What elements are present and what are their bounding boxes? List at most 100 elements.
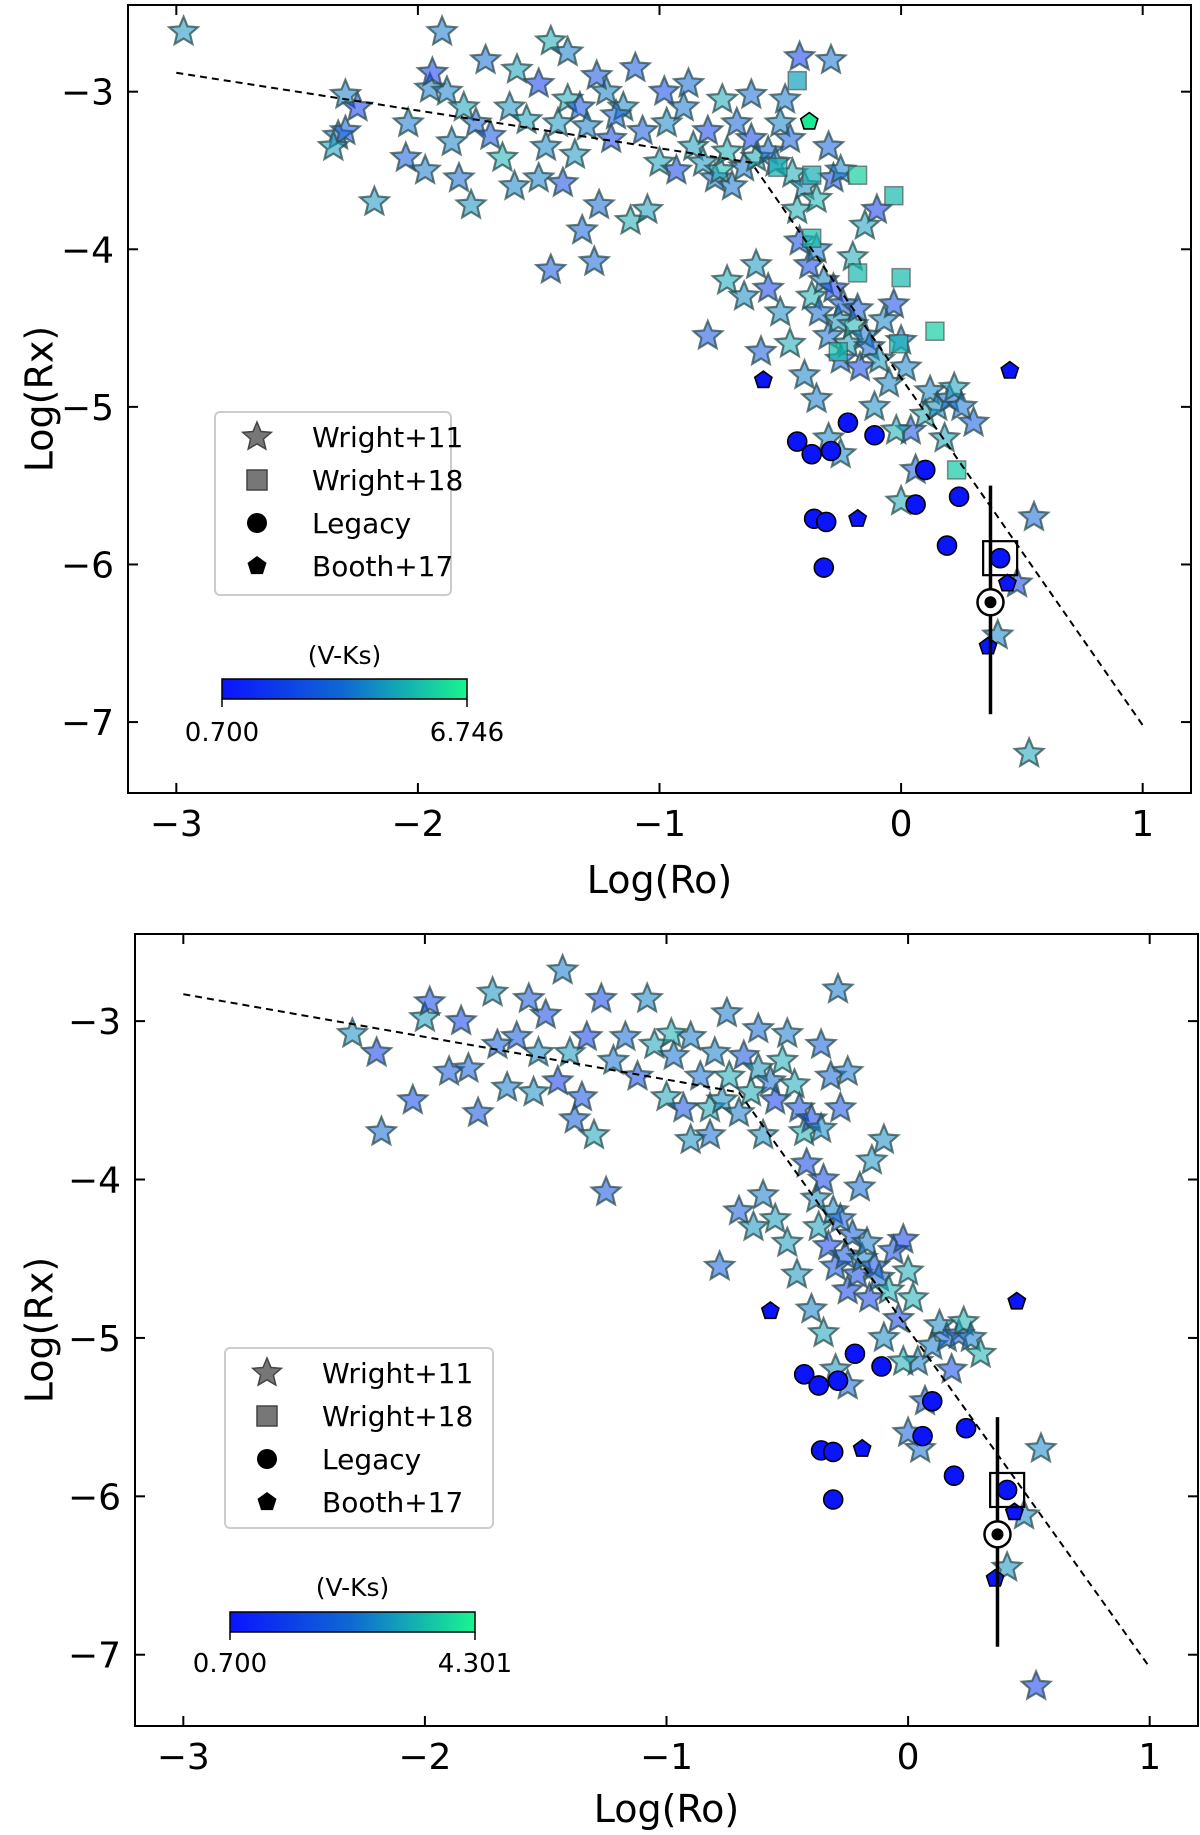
x-tick-label: −2 bbox=[398, 1737, 451, 1778]
wright11-star-point bbox=[364, 1114, 399, 1147]
booth17-pentagon-point bbox=[978, 636, 998, 655]
legacy-circle-point bbox=[905, 494, 926, 515]
legacy-circle-point bbox=[989, 547, 1011, 569]
top-panel-colorbar: (V-Ks) 0.700 6.746 bbox=[185, 641, 504, 748]
wright11-star-point bbox=[770, 1225, 805, 1258]
wright11-star-point bbox=[814, 42, 849, 75]
legacy-circle-point bbox=[955, 1417, 977, 1439]
legacy-circle-point bbox=[844, 1343, 866, 1365]
wright11-star-point bbox=[799, 381, 834, 414]
wright11-star-point bbox=[857, 389, 892, 422]
legend-star-icon bbox=[250, 1356, 284, 1387]
legacy-circle-point bbox=[996, 1479, 1018, 1501]
wright11-star-point bbox=[777, 1066, 812, 1099]
legacy-circle-point bbox=[786, 431, 808, 452]
legacy-circle-point bbox=[837, 412, 859, 433]
wright11-star-point bbox=[598, 97, 634, 130]
wright18-square-point bbox=[768, 157, 788, 178]
wright11-star-point bbox=[541, 105, 575, 138]
wright11-star-point bbox=[712, 1058, 747, 1092]
y-tick-label: −5 bbox=[61, 388, 114, 429]
wright11-star-point bbox=[721, 1193, 756, 1226]
wright11-star-point bbox=[854, 1142, 889, 1175]
wright18-square-point bbox=[891, 267, 911, 288]
legacy-circle-point bbox=[914, 459, 936, 481]
legend-circle-icon bbox=[257, 1449, 277, 1469]
wright11-star-point bbox=[823, 1090, 858, 1123]
wright11-star-point bbox=[429, 73, 464, 107]
x-tick-label: −2 bbox=[391, 804, 444, 845]
colorbar-min-label: 0.700 bbox=[193, 1649, 267, 1679]
wright11-star-point bbox=[765, 1042, 800, 1076]
top-panel: −3 −2 −1 0 1 −3 −4 −5 −6 −7 Log(Ro) Log(Rx) Wrigh… bbox=[18, 4, 1192, 902]
wright11-star-point bbox=[666, 89, 701, 122]
legacy-circle-point bbox=[936, 535, 958, 556]
legacy-circle-point bbox=[864, 424, 885, 446]
colorbar-min-label: 0.700 bbox=[185, 718, 259, 748]
legend-entry-label: Legacy bbox=[322, 1443, 421, 1476]
wright11-star-point bbox=[830, 1272, 865, 1305]
wright11-star-point bbox=[577, 244, 612, 277]
wright11-star-point bbox=[852, 1280, 887, 1313]
wright11-star-point bbox=[659, 152, 694, 185]
legend-box bbox=[214, 411, 452, 596]
wright11-star-point bbox=[927, 420, 962, 453]
wright11-star-point bbox=[388, 140, 423, 173]
wright11-star-point bbox=[821, 971, 856, 1004]
x-tick-label: −1 bbox=[633, 804, 686, 845]
wright11-star-point bbox=[743, 333, 778, 367]
wright11-star-point bbox=[511, 981, 546, 1014]
legacy-circle-point bbox=[801, 443, 823, 465]
wright11-star-point bbox=[1012, 735, 1047, 769]
legacy-circle-point bbox=[822, 1489, 844, 1510]
wright11-star-point bbox=[944, 389, 979, 422]
wright11-star-point bbox=[521, 160, 556, 193]
wright18-square-point bbox=[801, 228, 822, 248]
x-tick-label: −3 bbox=[150, 804, 203, 845]
wright11-star-point bbox=[876, 286, 911, 319]
wright11-star-point bbox=[763, 294, 798, 327]
wright11-star-point bbox=[828, 1237, 863, 1271]
wright18-square-point bbox=[847, 263, 868, 283]
wright11-star-point bbox=[391, 105, 426, 138]
wright11-star-point bbox=[751, 270, 786, 304]
wright11-star-point bbox=[843, 349, 878, 382]
wright11-star-point bbox=[697, 1034, 732, 1068]
wright11-star-point bbox=[721, 1095, 756, 1128]
wright11-star-point bbox=[557, 136, 592, 170]
wright11-star-point bbox=[705, 1082, 740, 1115]
x-tick-label: 0 bbox=[890, 804, 913, 845]
wright11-star-point bbox=[335, 1015, 370, 1049]
wright11-star-point bbox=[630, 981, 665, 1014]
wright11-star-point bbox=[794, 1291, 829, 1324]
wright11-star-point bbox=[891, 1253, 926, 1286]
wright11-star-point bbox=[789, 1145, 824, 1179]
booth17-pentagon-point bbox=[753, 370, 773, 389]
wright11-star-point bbox=[550, 34, 585, 67]
wright11-star-point bbox=[412, 984, 447, 1017]
y-tick-label: −3 bbox=[68, 1002, 121, 1043]
legend-pentagon-icon bbox=[257, 1492, 277, 1511]
wright18-square-point bbox=[888, 334, 909, 354]
bottom-panel-y-axis-label: Log(Rx) bbox=[18, 1257, 62, 1403]
wright11-star-point bbox=[886, 1343, 921, 1377]
wright11-star-point bbox=[473, 117, 508, 151]
wright11-star-point bbox=[866, 1320, 901, 1353]
booth17-pentagon-point bbox=[1007, 1291, 1027, 1310]
legacy-circle-point bbox=[827, 1370, 849, 1391]
wright11-star-point bbox=[739, 247, 774, 280]
legacy-circle-point bbox=[948, 486, 970, 508]
wright11-star-point bbox=[630, 192, 665, 225]
wright11-star-point bbox=[734, 76, 769, 110]
wright11-star-point bbox=[801, 1209, 836, 1242]
wright11-star-point bbox=[811, 128, 846, 162]
wright18-square-point bbox=[787, 70, 807, 91]
booth17-pentagon-point bbox=[799, 111, 819, 130]
top-panel-y-axis-label: Log(Rx) bbox=[18, 326, 62, 472]
wright11-star-point bbox=[565, 212, 600, 245]
wright11-star-point bbox=[806, 1315, 841, 1348]
wright11-star-point bbox=[690, 318, 725, 351]
wright11-star-point bbox=[934, 1351, 969, 1385]
bottom-panel-colorbar: (V-Ks) 0.700 4.301 bbox=[193, 1573, 512, 1679]
wright11-star-point bbox=[654, 1015, 689, 1049]
